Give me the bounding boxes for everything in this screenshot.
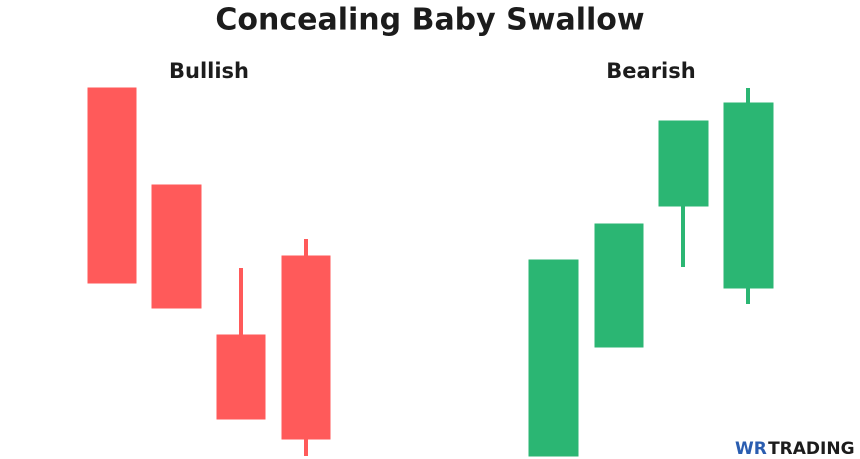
candle-body: [151, 184, 202, 309]
bullish-candles: [87, 87, 331, 456]
panel-label: Bullish: [169, 59, 249, 83]
title: Concealing Baby Swallow: [215, 3, 644, 38]
candle-body: [528, 259, 579, 457]
candle-body: [723, 102, 774, 289]
candle-body: [216, 334, 266, 420]
logo-text: TRADING: [768, 439, 854, 459]
candle-body: [87, 87, 137, 284]
panel-label: Bearish: [606, 59, 695, 83]
logo-mark: WR: [735, 439, 767, 459]
logo: WR TRADING: [735, 439, 855, 459]
candle-body: [594, 223, 644, 348]
bearish-candles: [528, 88, 774, 457]
candle-body: [281, 255, 331, 440]
candle-body: [658, 120, 709, 207]
